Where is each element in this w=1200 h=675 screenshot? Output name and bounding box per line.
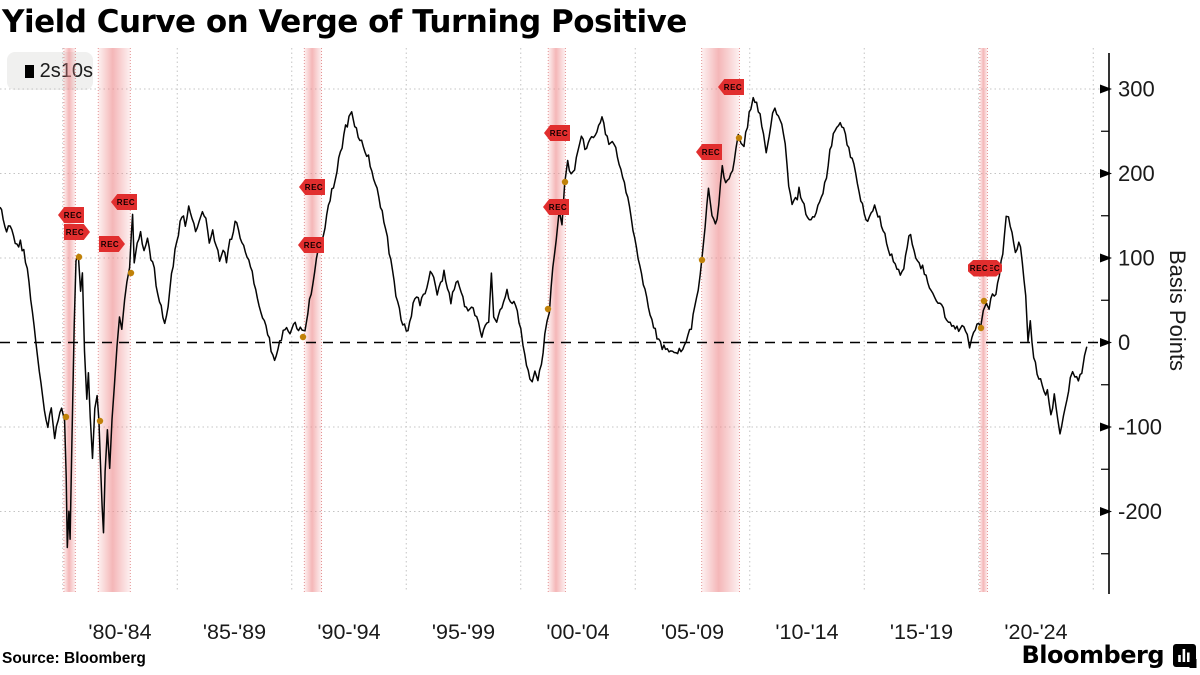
- bloomberg-terminal-icon: [1173, 643, 1197, 668]
- recession-date-dot: [127, 269, 135, 277]
- y-axis-major-tick: [1100, 338, 1112, 347]
- y-axis-major-tick: [1100, 169, 1112, 178]
- x-axis-label: '05-'09: [661, 620, 724, 644]
- recession-date-dot: [698, 256, 706, 264]
- chart-title: Yield Curve on Verge of Turning Positive: [2, 4, 687, 40]
- y-axis-title: Basis Points: [1165, 250, 1190, 372]
- x-axis-label: '95-'99: [432, 620, 495, 644]
- x-axis-label: '85-'89: [203, 620, 266, 644]
- series-line-2s10s: [0, 96, 1088, 549]
- y-axis-tick-label: -100: [1118, 415, 1162, 440]
- legend-swatch-icon: [25, 64, 34, 78]
- y-axis-tick-label: 300: [1118, 77, 1155, 102]
- bloomberg-wordmark: Bloomberg: [1021, 641, 1165, 669]
- y-axis-major-tick: [1100, 84, 1112, 94]
- recession-date-dot: [977, 324, 985, 332]
- recession-band: [979, 48, 988, 592]
- recession-band: [701, 48, 740, 592]
- y-axis-major-tick: [1100, 507, 1112, 516]
- y-axis-major-tick: [1100, 253, 1112, 263]
- y-axis-major-tick: [1100, 422, 1112, 432]
- source-note: Source: Bloomberg: [2, 650, 146, 667]
- recession-date-dot: [96, 417, 104, 425]
- y-axis-tick-label: 0: [1118, 330, 1130, 355]
- recession-date-dot: [544, 305, 552, 313]
- recession-date-dot: [314, 245, 322, 253]
- recession-band: [63, 48, 76, 592]
- x-axis-label: '15-'19: [890, 620, 953, 644]
- recession-date-dot: [62, 413, 70, 421]
- x-axis-label: '00-'04: [546, 620, 609, 644]
- x-axis-label: '90-'94: [317, 620, 380, 644]
- recession-date-dot: [735, 134, 743, 142]
- bloomberg-logo: Bloomberg: [1022, 641, 1197, 669]
- x-axis-label: '80-'84: [88, 620, 151, 644]
- y-axis-tick-label: 100: [1118, 246, 1155, 271]
- y-axis-tick-label: -200: [1118, 499, 1162, 524]
- recession-band: [548, 48, 566, 592]
- y-axis-tick-label: 200: [1118, 161, 1155, 186]
- recession-date-dot: [980, 297, 988, 305]
- x-axis-label: '20-'24: [1004, 620, 1067, 644]
- recession-date-dot: [561, 178, 569, 186]
- recession-date-dot: [299, 333, 307, 341]
- recession-date-dot: [75, 253, 83, 261]
- x-axis-label: '10-'14: [775, 620, 838, 644]
